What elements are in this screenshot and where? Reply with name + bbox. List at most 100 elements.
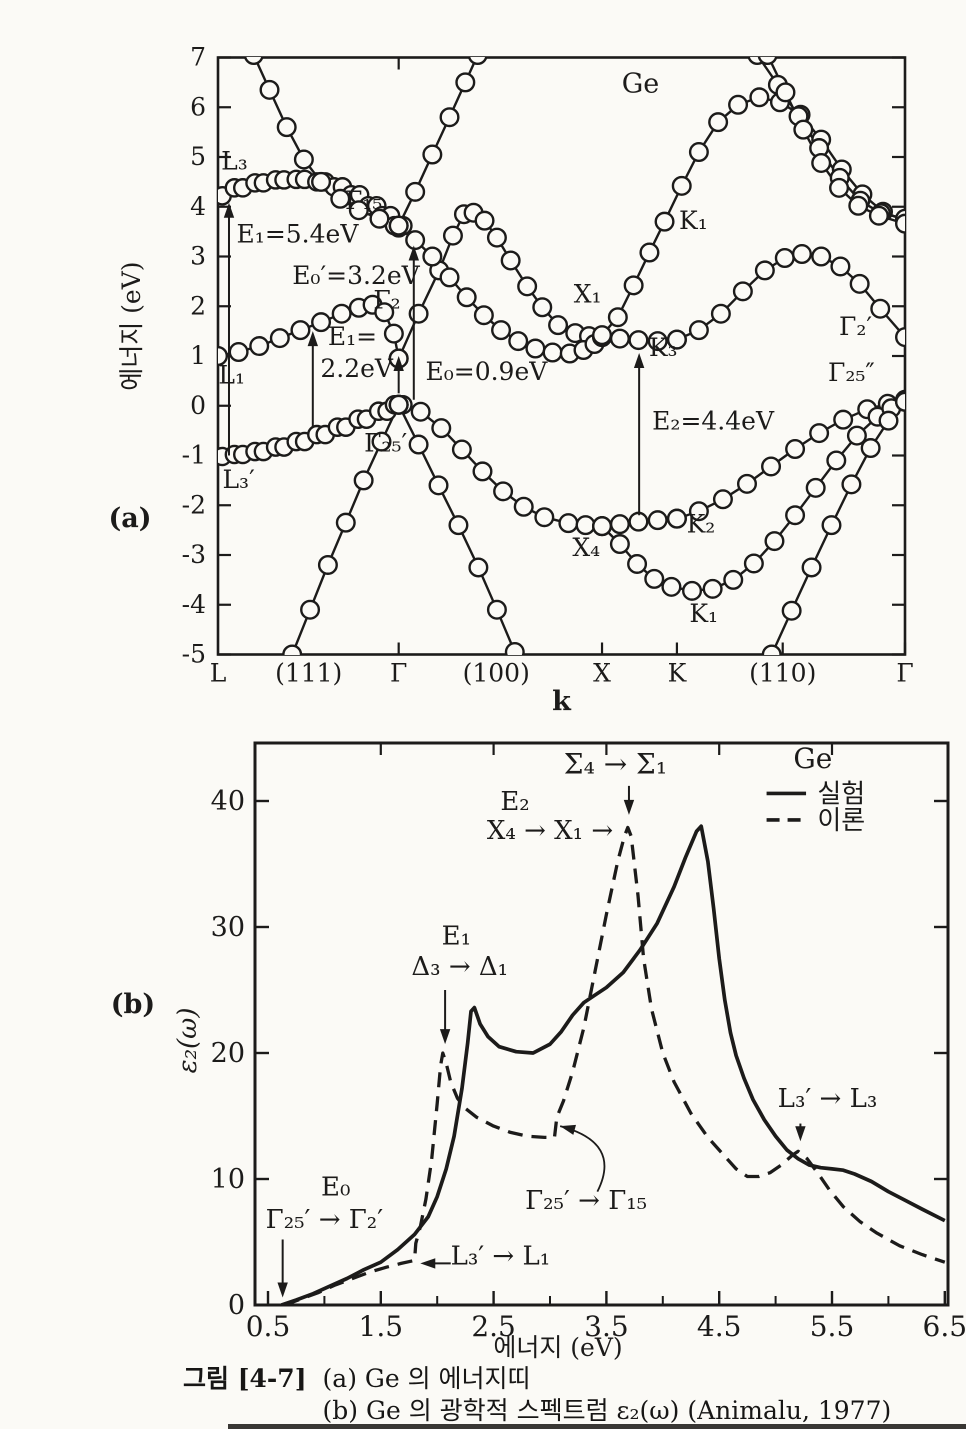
- marker: [405, 230, 426, 251]
- annotation-label: Σ₄ → Σ₁: [564, 747, 667, 780]
- marker: [895, 391, 905, 412]
- marker: [467, 57, 488, 66]
- x-tick-label: K: [668, 659, 688, 688]
- y-tick-label: 30: [211, 912, 245, 943]
- marker: [448, 515, 469, 536]
- band-point-label: Γ₂₅″: [828, 358, 875, 387]
- marker: [491, 320, 512, 341]
- gamma25-gamma15-step-arrow-head: [560, 1124, 576, 1135]
- marker: [870, 298, 891, 319]
- marker: [728, 94, 749, 115]
- marker: [456, 287, 477, 308]
- band-point-label: Γ₁₅: [345, 186, 382, 215]
- y-tick-label: 0: [190, 391, 206, 420]
- x-tick-label: 5.5: [810, 1310, 855, 1343]
- marker: [878, 410, 899, 431]
- marker: [468, 557, 489, 578]
- annotation-label: Δ₃ → Δ₁: [411, 952, 508, 982]
- transition-energy-label: E₁=: [328, 322, 377, 351]
- legend-title: Ge: [793, 742, 832, 775]
- band-point-label: K₂: [687, 510, 716, 539]
- band-conduction-upper-110-b: [767, 57, 905, 225]
- marker: [644, 568, 665, 589]
- panel-b-frame: [253, 741, 950, 1307]
- marker: [661, 576, 682, 597]
- E1-prime-5.4eV-head: [223, 202, 235, 218]
- marker: [473, 305, 494, 326]
- x-tick-label: Γ: [390, 659, 407, 688]
- band-point-label: K₁: [689, 599, 718, 628]
- marker: [388, 394, 409, 415]
- E0-onset-arrow-head: [277, 1282, 288, 1298]
- y-tick-label: 5: [190, 142, 206, 171]
- caption-line-b: (b) Ge 의 광학적 스펙트럼 ε₂(ω) (Animalu, 1977): [322, 1396, 892, 1425]
- annotation-label: L₃′ → L₁: [451, 1242, 551, 1272]
- legend-label: 실험: [817, 779, 865, 809]
- panel-b-ylabel: ε₂(ω): [173, 1007, 203, 1073]
- spectrum-curves: [280, 824, 946, 1306]
- marker: [431, 418, 452, 439]
- marker: [317, 554, 338, 575]
- marker: [335, 512, 356, 533]
- transition-energy-label: 2.2eV: [320, 354, 394, 383]
- marker: [702, 578, 723, 599]
- marker: [688, 320, 709, 341]
- marker: [826, 450, 847, 471]
- marker: [331, 303, 352, 324]
- marker: [428, 475, 449, 496]
- marker: [647, 510, 668, 531]
- band-point-label: L₃: [221, 146, 248, 175]
- marker: [374, 302, 395, 323]
- marker: [517, 276, 538, 297]
- marker: [849, 273, 870, 294]
- E1-transition-arrow-head: [439, 1029, 451, 1045]
- marker: [504, 642, 525, 655]
- marker: [841, 474, 862, 495]
- x-tick-label: (110): [749, 659, 816, 688]
- x-tick-label: 2.5: [471, 1310, 516, 1343]
- marker: [408, 434, 429, 455]
- marker: [666, 329, 687, 350]
- annotation-label: E₀: [321, 1172, 350, 1202]
- y-tick-label: 7: [190, 43, 206, 72]
- y-tick-label: 2: [190, 291, 206, 320]
- marker: [330, 188, 351, 209]
- marker: [736, 473, 757, 494]
- band-point-label: L₁: [218, 360, 245, 389]
- marker: [710, 303, 731, 324]
- band-point-label: K₃: [649, 333, 678, 362]
- marker: [671, 175, 692, 196]
- x-tick-label: (100): [463, 659, 530, 688]
- y-tick-label: 10: [211, 1164, 245, 1195]
- y-tick-label: 0: [228, 1290, 245, 1321]
- E0-prime-3.2eV-head: [408, 245, 419, 261]
- band-point-label: L₃′: [222, 465, 255, 494]
- band-point-label: X₄: [572, 533, 600, 562]
- marker: [628, 511, 649, 532]
- marker: [829, 177, 850, 198]
- annotation-label: Γ₂₅′ → Γ₁₅: [525, 1186, 647, 1216]
- marker: [532, 297, 553, 318]
- band-point-label: Γ₂′: [839, 312, 872, 341]
- marker: [259, 79, 280, 100]
- y-tick-label: 6: [190, 92, 206, 121]
- marker: [666, 508, 687, 529]
- scan-edge-artifact: [228, 1424, 966, 1429]
- band-conduction-X1-K1-peak: [601, 96, 905, 336]
- marker: [785, 505, 806, 526]
- marker: [749, 87, 770, 108]
- marker: [575, 515, 596, 536]
- x-tick-label: Γ: [896, 659, 913, 688]
- marker: [442, 225, 463, 246]
- data-point-markers: [218, 57, 905, 655]
- marker: [805, 477, 826, 498]
- y-tick-label: 20: [211, 1038, 245, 1069]
- marker: [682, 580, 703, 601]
- marker: [249, 336, 270, 357]
- marker: [895, 213, 905, 234]
- panel-a-label: (a): [108, 503, 151, 534]
- marker: [688, 142, 709, 163]
- marker: [647, 331, 668, 352]
- marker: [513, 496, 534, 517]
- marker: [311, 312, 332, 333]
